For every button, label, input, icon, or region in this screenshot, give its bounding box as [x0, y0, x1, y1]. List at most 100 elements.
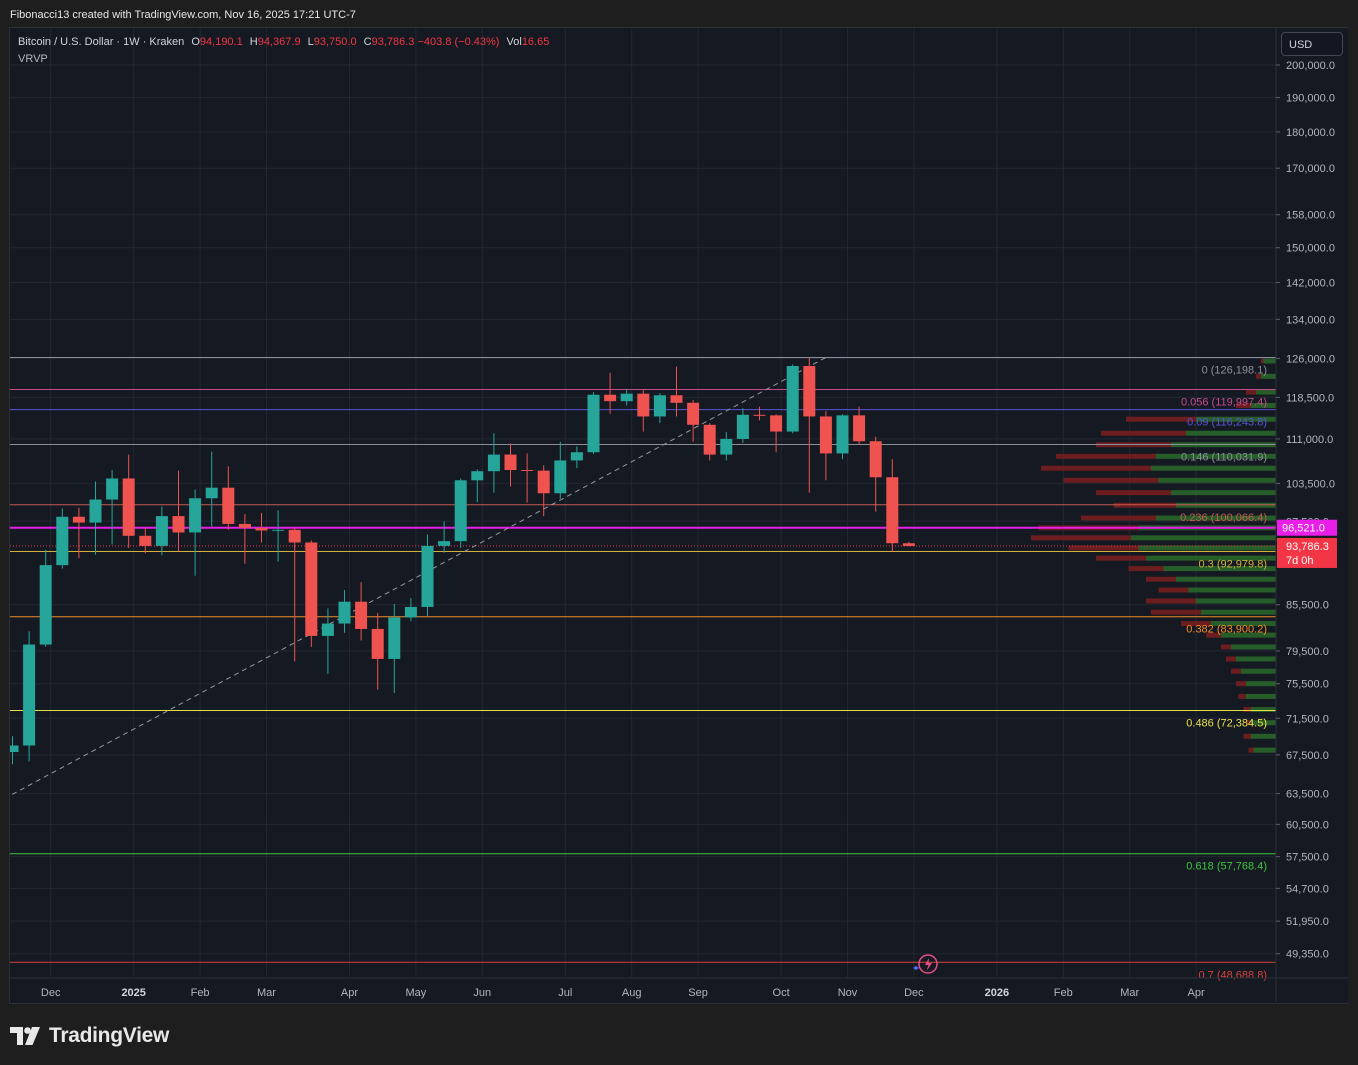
- time-axis-label: May: [405, 987, 426, 999]
- candle: [869, 436, 882, 512]
- candle-body: [106, 478, 119, 500]
- volume-profile-bar-down: [1081, 515, 1156, 521]
- volume-profile-bar-up: [1188, 587, 1276, 593]
- high-value: 94,367.9: [257, 36, 301, 48]
- candle: [238, 514, 251, 564]
- volume-profile-bar-up: [1251, 720, 1276, 726]
- candle: [388, 603, 401, 694]
- fib-level-label: 0.146 (110,031.9): [1181, 452, 1267, 464]
- candle-body: [521, 470, 534, 472]
- candle: [487, 433, 500, 493]
- candle-body: [139, 535, 152, 546]
- candle-body: [703, 424, 716, 455]
- candle: [587, 392, 600, 454]
- volume-profile-bar-down: [1096, 490, 1171, 496]
- price-axis-label: 49,350.0: [1286, 949, 1329, 961]
- volume-profile-bar-up: [1211, 621, 1276, 627]
- brand-name: TradingView: [49, 1024, 170, 1047]
- price-axis-label: 126,000.0: [1286, 353, 1335, 365]
- price-axis-label: 190,000.0: [1286, 93, 1335, 105]
- price-axis-label: 75,500.0: [1286, 679, 1329, 691]
- candle-body: [720, 438, 733, 455]
- candle-body: [305, 542, 318, 636]
- candle: [886, 459, 899, 552]
- candle-body: [554, 460, 567, 494]
- volume-profile-bar-down: [1248, 747, 1254, 753]
- volume-profile-bar-down: [1256, 373, 1261, 379]
- candle-body: [172, 516, 185, 533]
- tradingview-logo-icon: [10, 1027, 40, 1045]
- candle: [853, 406, 866, 445]
- symbol-legend: Bitcoin / U.S. Dollar · 1W · Kraken O94,…: [18, 36, 549, 48]
- event-icon-ring: [918, 954, 938, 974]
- time-axis-label: Apr: [1188, 987, 1205, 999]
- candle: [770, 414, 783, 453]
- volume-profile-bar-up: [1256, 389, 1276, 395]
- event-lightning-icon: [913, 954, 938, 974]
- price-axis-label: 200,000.0: [1286, 60, 1335, 72]
- candle: [902, 542, 915, 547]
- volume-profile-bar-down: [1236, 403, 1251, 409]
- candle: [670, 366, 683, 417]
- fib-level-label: 0.618 (57,768.4): [1186, 861, 1267, 873]
- candle: [321, 608, 334, 674]
- candle-body: [321, 623, 334, 636]
- volume-profile-bar-down: [1231, 668, 1241, 674]
- candle: [720, 432, 733, 461]
- indicator-vrvp-label[interactable]: VRVP: [18, 53, 48, 65]
- candle: [736, 408, 749, 443]
- time-axis-label: Dec: [904, 987, 924, 999]
- candle: [39, 549, 52, 647]
- volume-profile-bar-down: [1063, 477, 1159, 483]
- volume-profile-bar-down: [1206, 632, 1221, 638]
- volume-profile-bar-up: [1253, 747, 1276, 753]
- last-price-countdown: 7d 0h: [1286, 555, 1314, 567]
- candle: [189, 489, 202, 576]
- price-axis-label: 51,950.0: [1286, 916, 1329, 928]
- volume-profile-bar-up: [1196, 598, 1276, 604]
- candle: [122, 454, 135, 548]
- candle: [786, 364, 799, 434]
- volume-profile-bar-down: [1126, 416, 1196, 422]
- candle: [703, 423, 716, 461]
- candle-body: [869, 441, 882, 478]
- candle: [504, 443, 517, 487]
- volume-profile-bar-down: [1246, 389, 1256, 395]
- candle-body: [122, 478, 135, 536]
- volume-profile-bar-down: [1151, 609, 1201, 615]
- volume-profile-bar-up: [1171, 490, 1276, 496]
- candle-body: [89, 499, 102, 523]
- symbol-title[interactable]: Bitcoin / U.S. Dollar · 1W · Kraken: [18, 36, 185, 48]
- open-value: 94,190.1: [199, 36, 243, 48]
- change-value: −403.8 (−0.43%): [417, 36, 500, 48]
- volume-profile-bar-up: [1156, 515, 1276, 521]
- candle: [205, 451, 218, 527]
- time-axis-label: Aug: [622, 987, 642, 999]
- price-axis-label: 67,500.0: [1286, 750, 1329, 762]
- candle-body: [10, 745, 19, 753]
- candle-body: [753, 414, 766, 416]
- candle-body: [404, 606, 417, 618]
- candle: [537, 465, 550, 517]
- time-axis-label: Sep: [688, 987, 708, 999]
- volume-profile-bar-up: [1163, 566, 1276, 572]
- currency-selector[interactable]: USD: [1281, 32, 1343, 56]
- candle: [454, 478, 467, 548]
- volume-profile-bar-down: [1056, 453, 1156, 459]
- volume-profile-bar-down: [1238, 693, 1246, 699]
- candle: [56, 508, 69, 569]
- volume-profile-bar-up: [1246, 693, 1276, 699]
- time-axis-label: 2026: [985, 987, 1009, 999]
- price-axis-label: 170,000.0: [1286, 163, 1335, 175]
- candle-body: [853, 415, 866, 442]
- volume-profile-bar-down: [1261, 358, 1264, 364]
- price-chart[interactable]: 0 (126,198.1) 0.056 (119,997.4) 0.09 (116,…: [10, 28, 1348, 1003]
- volume-profile-bar-down: [1181, 621, 1211, 627]
- candle: [421, 534, 434, 616]
- candle-body: [56, 516, 69, 566]
- fib-level-label: 0.486 (72,384.5): [1186, 717, 1267, 729]
- candle-body: [388, 617, 401, 659]
- candle-body: [620, 393, 633, 402]
- open-label: O: [191, 36, 200, 48]
- candle: [172, 470, 185, 552]
